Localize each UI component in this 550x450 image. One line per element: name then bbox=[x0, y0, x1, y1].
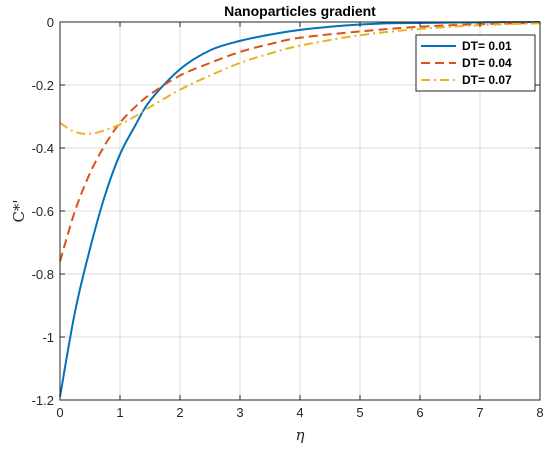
series-line-2 bbox=[59, 21, 541, 262]
legend-label-1: DT= 0.01 bbox=[462, 39, 512, 53]
y-axis-label: C*' bbox=[10, 199, 28, 222]
x-axis-label: η bbox=[296, 426, 305, 444]
x-tick-label: 5 bbox=[356, 405, 363, 420]
legend: DT= 0.01 DT= 0.04 DT= 0.07 bbox=[415, 34, 536, 92]
y-tick-label: -0.4 bbox=[32, 141, 54, 156]
chart-title: Nanoparticles gradient bbox=[224, 3, 376, 19]
y-tick-label: -1.2 bbox=[32, 393, 54, 408]
series-line-3 bbox=[59, 22, 541, 135]
y-tick-label: 0 bbox=[47, 15, 54, 30]
x-tick-label: 1 bbox=[116, 405, 123, 420]
x-tick-label: 8 bbox=[536, 405, 543, 420]
x-tick-label: 6 bbox=[416, 405, 423, 420]
x-tick-label: 0 bbox=[56, 405, 63, 420]
y-tick-label: -0.8 bbox=[32, 267, 54, 282]
x-tick-label: 2 bbox=[176, 405, 183, 420]
series-layer bbox=[59, 21, 541, 398]
series-line-1 bbox=[59, 21, 541, 398]
x-tick-label: 3 bbox=[236, 405, 243, 420]
legend-label-3: DT= 0.07 bbox=[462, 73, 512, 87]
x-tick-label: 7 bbox=[476, 405, 483, 420]
y-tick-label: -0.2 bbox=[32, 78, 54, 93]
y-tick-label: -0.6 bbox=[32, 204, 54, 219]
legend-label-2: DT= 0.04 bbox=[462, 56, 512, 70]
x-tick-label: 4 bbox=[296, 405, 303, 420]
axis-ticks: 0 1 2 3 4 5 6 7 8 0 -0.2 -0.4 -0.6 -0.8 -1 -1.2 bbox=[32, 15, 544, 420]
y-tick-label: -1 bbox=[42, 330, 54, 345]
